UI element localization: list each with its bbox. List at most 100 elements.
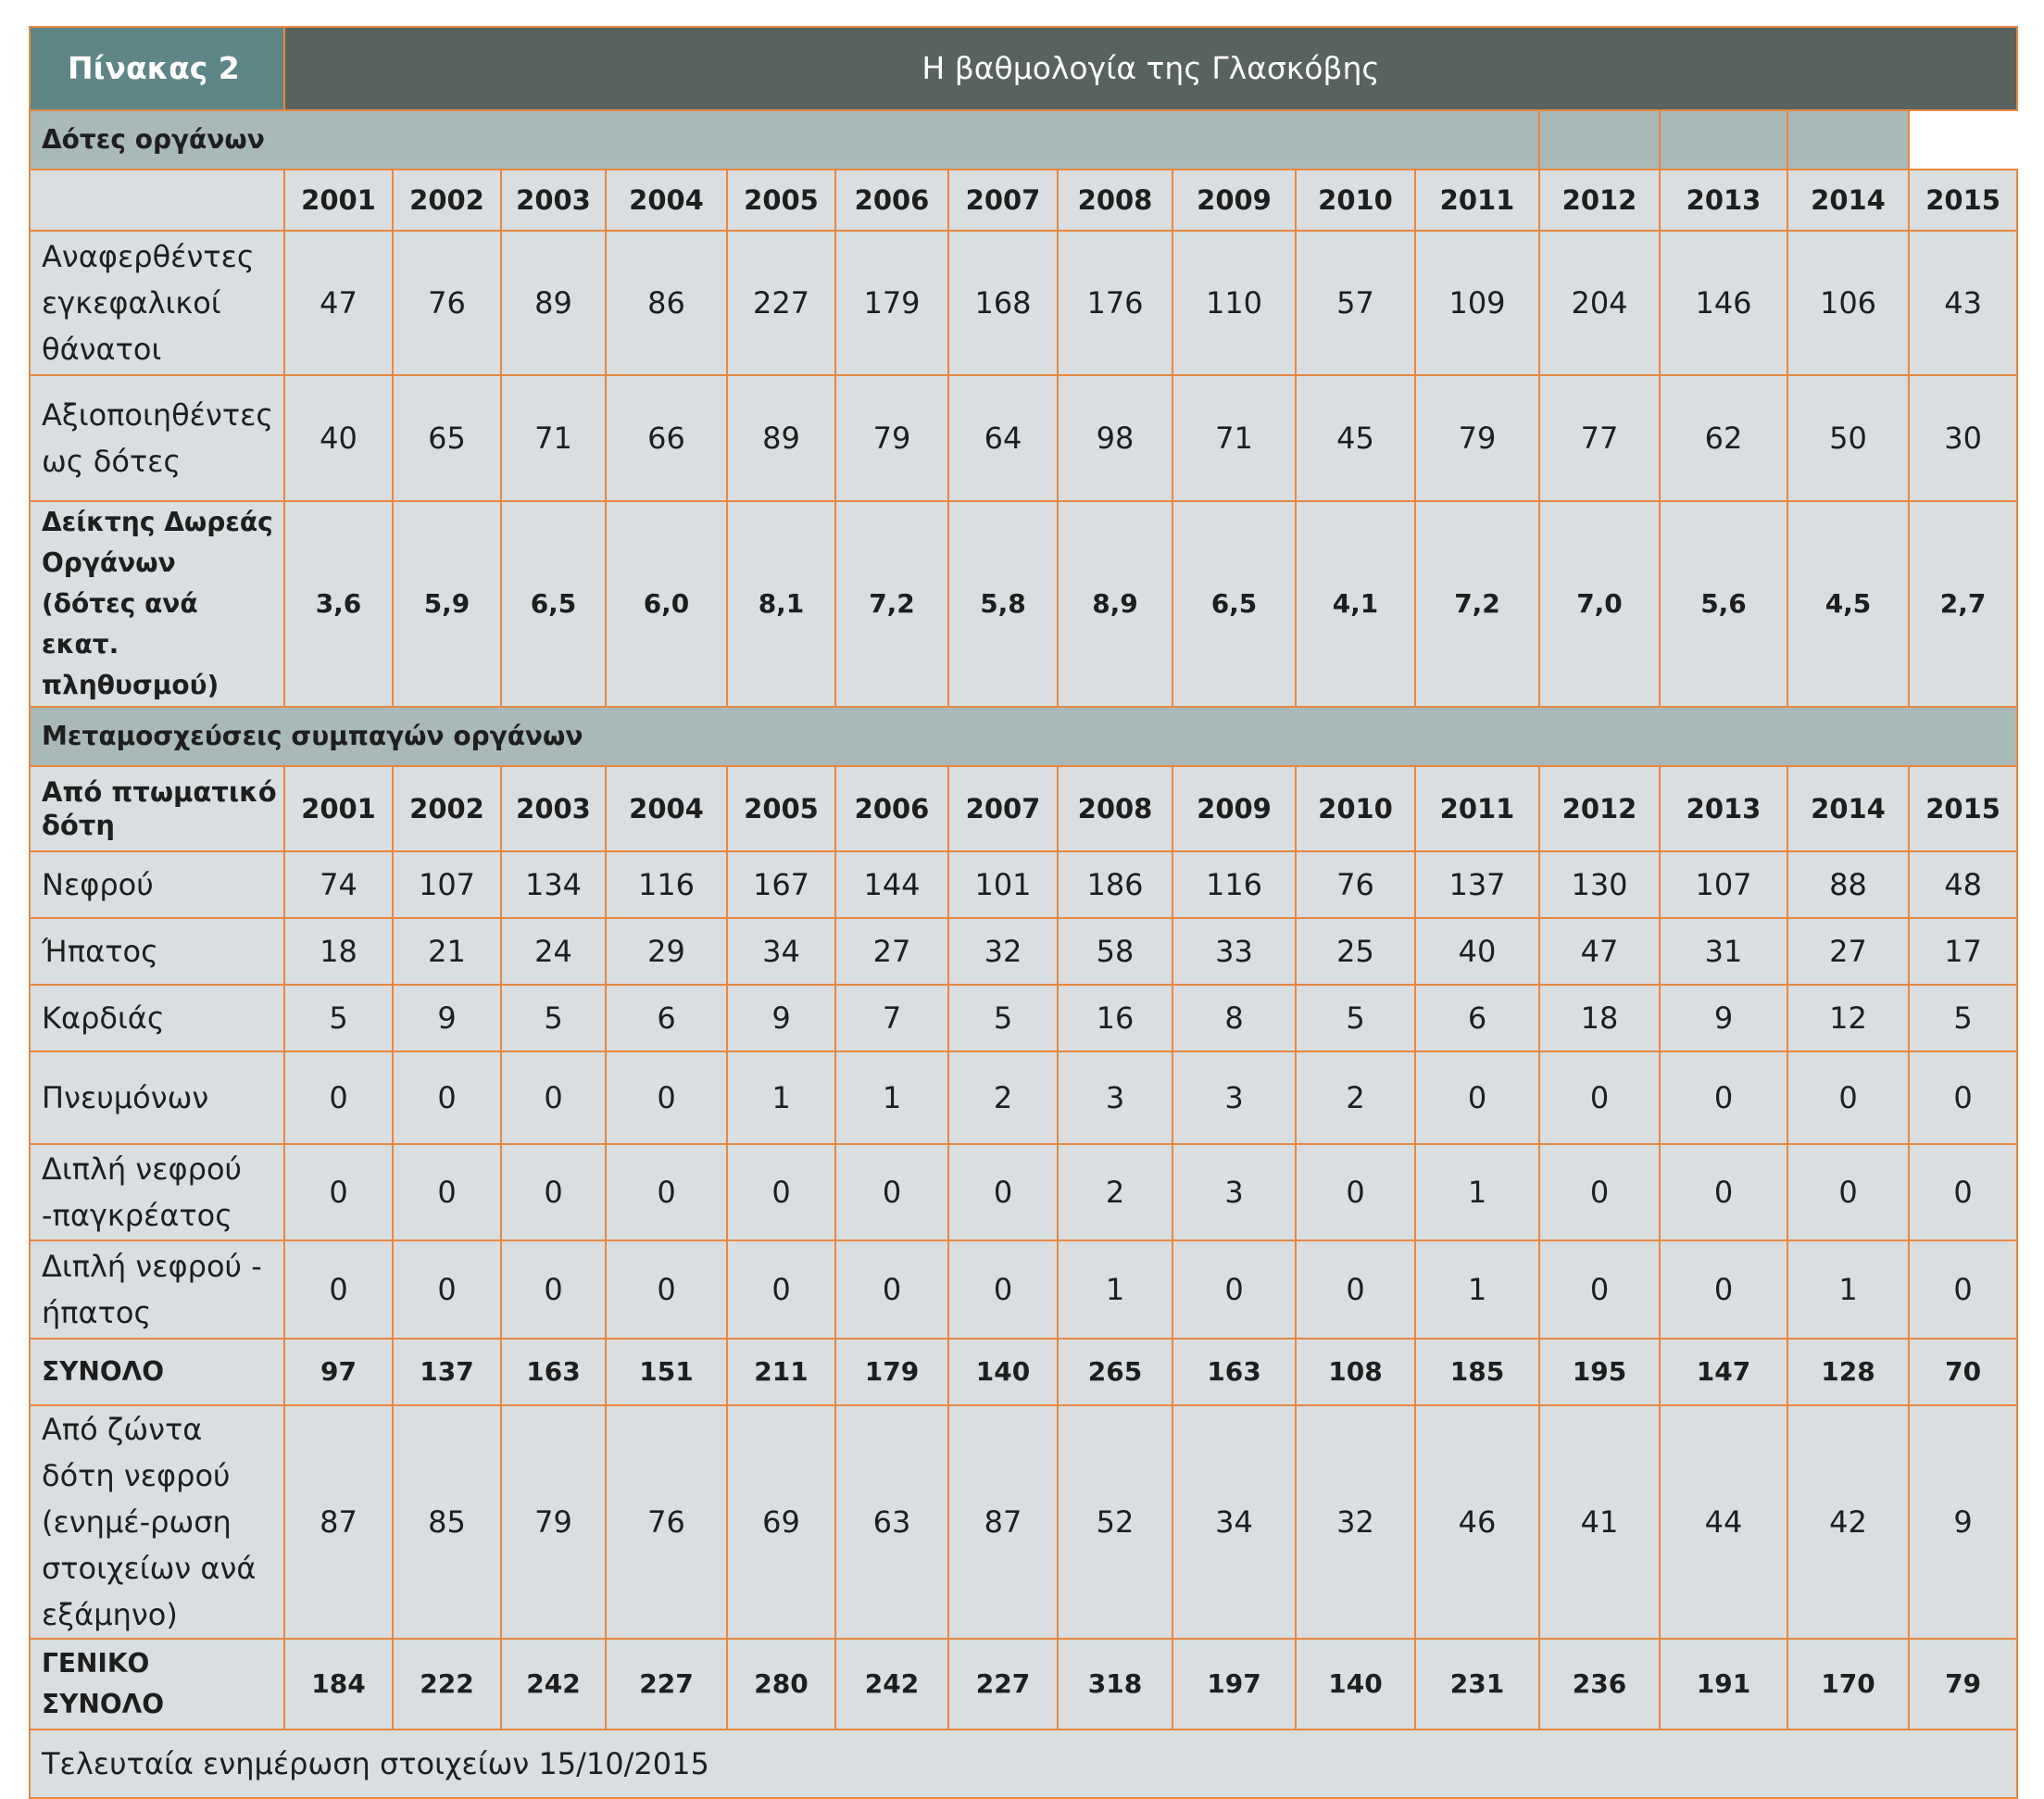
value-cell: 222: [392, 1638, 502, 1730]
year-header-cell: 2015: [1907, 169, 2019, 232]
value-cell: 137: [392, 1338, 502, 1406]
year-header-cell: 2013: [1659, 765, 1788, 852]
table-row-utilized-donors: Αξιοποιηθέντες ως δότες 40 65 71 66 89 79 64 98 7…: [29, 374, 2019, 502]
value-cell: 179: [834, 1338, 949, 1406]
year-header-cell: 2007: [947, 169, 1059, 232]
value-cell: 32: [947, 917, 1059, 986]
value-cell: 3: [1057, 1050, 1173, 1145]
value-cell: 128: [1787, 1338, 1910, 1406]
value-cell: 110: [1172, 230, 1297, 376]
value-cell: 5: [947, 984, 1059, 1052]
value-cell: 76: [605, 1404, 728, 1640]
value-cell: 47: [1538, 917, 1661, 986]
value-cell: 29: [605, 917, 728, 986]
section-transplants-header: Μεταμοσχεύσεις συμπαγών οργάνων: [28, 706, 2019, 767]
value-cell: 130: [1538, 850, 1661, 919]
year-header-cell: 2001: [283, 765, 394, 852]
value-cell: 52: [1057, 1404, 1173, 1640]
footer-row: Τελευταία ενημέρωση στοιχείων 15/10/2015: [28, 1729, 2019, 1799]
value-cell: 5: [1907, 984, 2019, 1052]
value-cell: 1: [834, 1050, 949, 1145]
year-header-cell: 2010: [1295, 765, 1416, 852]
value-cell: 204: [1538, 230, 1661, 376]
year-header-cell: 2014: [1787, 169, 1910, 232]
value-cell: 76: [392, 230, 502, 376]
value-cell: 12: [1787, 984, 1910, 1052]
table-row-kidney: Νεφρού 74 107 134 116 167 144 101 186 116 76 137 130…: [29, 850, 2019, 919]
value-cell: 0: [500, 1143, 607, 1241]
value-cell: 27: [1787, 917, 1910, 986]
value-cell: 6,5: [1172, 500, 1297, 708]
value-cell: 50: [1787, 374, 1910, 502]
value-cell: 77: [1538, 374, 1661, 502]
year-header-cell: 2008: [1057, 765, 1173, 852]
value-cell: 5,9: [392, 500, 502, 708]
value-cell: 1: [726, 1050, 836, 1145]
value-cell: 265: [1057, 1338, 1173, 1406]
value-cell: 186: [1057, 850, 1173, 919]
value-cell: 0: [1787, 1143, 1910, 1241]
value-cell: 85: [392, 1404, 502, 1640]
value-cell: 1: [1414, 1239, 1540, 1340]
value-cell: 8,9: [1057, 500, 1173, 708]
deceased-donor-label: Από πτωματικό δότη: [29, 765, 285, 852]
value-cell: 64: [947, 374, 1059, 502]
value-cell: 18: [283, 917, 394, 986]
value-cell: 34: [1172, 1404, 1297, 1640]
table-title-row: Πίνακας 2 Η βαθμολογία της Γλασκόβης: [29, 26, 2019, 111]
table-row-kidney-liver: Διπλή νεφρού - ήπατος 0 0 0 0 0 0 0 1 0 0 1 0 0 1 0: [29, 1239, 2019, 1340]
value-cell: 0: [1295, 1143, 1416, 1241]
value-cell: 0: [1907, 1143, 2019, 1241]
section-empty-cell: [1787, 109, 1910, 170]
year-header-cell: 2011: [1414, 169, 1540, 232]
value-cell: 0: [392, 1050, 502, 1145]
table-title: Η βαθμολογία της Γλασκόβης: [282, 26, 2019, 111]
value-cell: 7,0: [1538, 500, 1661, 708]
value-cell: 43: [1907, 230, 2019, 376]
value-cell: 89: [726, 374, 836, 502]
table-row-heart: Καρδιάς 5 9 5 6 9 7 5 16 8 5 6 18 9 12 5: [29, 984, 2019, 1052]
year-header-cell: 2005: [726, 169, 836, 232]
value-cell: 0: [392, 1143, 502, 1241]
value-cell: 4,1: [1295, 500, 1416, 708]
year-header-cell: 2006: [834, 169, 949, 232]
year-header-cell: 2008: [1057, 169, 1173, 232]
value-cell: 3: [1172, 1143, 1297, 1241]
row-label: Πνευμόνων: [29, 1050, 285, 1145]
value-cell: 0: [834, 1239, 949, 1340]
value-cell: 7: [834, 984, 949, 1052]
value-cell: 32: [1295, 1404, 1416, 1640]
value-cell: 46: [1414, 1404, 1540, 1640]
value-cell: 0: [605, 1239, 728, 1340]
value-cell: 45: [1295, 374, 1416, 502]
row-label: ΓΕΝΙΚΟ ΣΥΝΟΛΟ: [29, 1638, 285, 1730]
value-cell: 170: [1787, 1638, 1910, 1730]
row-label: Αξιοποιηθέντες ως δότες: [29, 374, 285, 502]
value-cell: 48: [1907, 850, 2019, 919]
row-label: Καρδιάς: [29, 984, 285, 1052]
value-cell: 9: [1659, 984, 1788, 1052]
value-cell: 9: [1907, 1404, 2019, 1640]
value-cell: 1: [1787, 1239, 1910, 1340]
value-cell: 5: [283, 984, 394, 1052]
value-cell: 108: [1295, 1338, 1416, 1406]
value-cell: 89: [500, 230, 607, 376]
value-cell: 0: [947, 1239, 1059, 1340]
value-cell: 185: [1414, 1338, 1540, 1406]
value-cell: 70: [1907, 1338, 2019, 1406]
row-label: Νεφρού: [29, 850, 285, 919]
row-label: Διπλή νεφρού - ήπατος: [29, 1239, 285, 1340]
value-cell: 74: [283, 850, 394, 919]
value-cell: 168: [947, 230, 1059, 376]
section-title: Δότες οργάνων: [29, 109, 1540, 170]
value-cell: 88: [1787, 850, 1910, 919]
value-cell: 47: [283, 230, 394, 376]
value-cell: 5: [500, 984, 607, 1052]
data-table: Πίνακας 2 Η βαθμολογία της Γλασκόβης Δότ…: [28, 26, 2019, 1799]
value-cell: 5,6: [1659, 500, 1788, 708]
value-cell: 33: [1172, 917, 1297, 986]
value-cell: 227: [947, 1638, 1059, 1730]
value-cell: 107: [392, 850, 502, 919]
table-row-brain-deaths: Αναφερθέντες εγκεφαλικοί θάνατοι 47 76 89 86…: [29, 230, 2019, 376]
value-cell: 0: [1787, 1050, 1910, 1145]
